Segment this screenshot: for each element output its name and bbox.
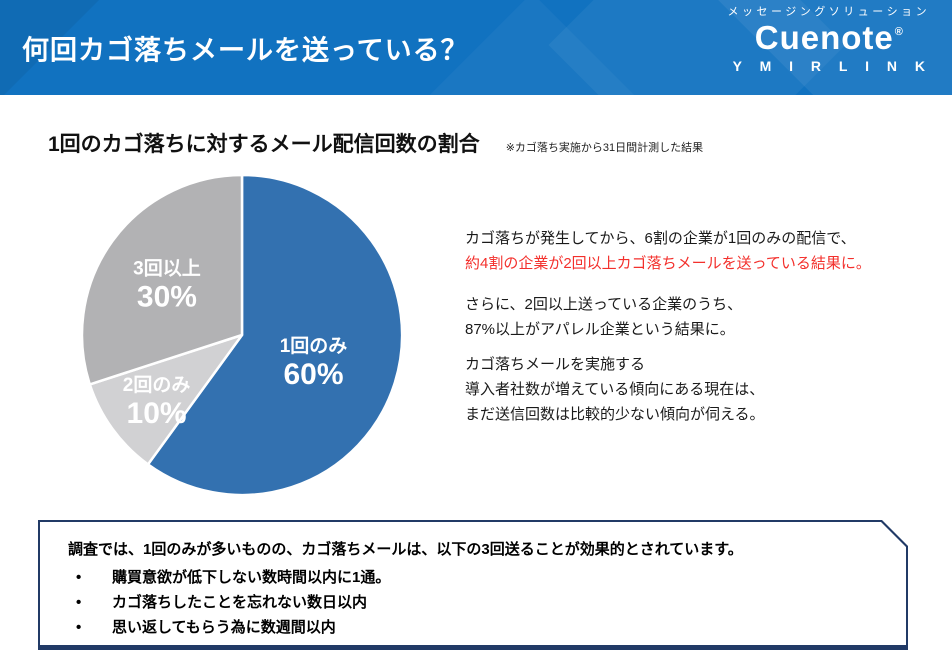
bullet-icon: •: [76, 594, 82, 611]
pie-slice-10%: [88, 333, 244, 466]
pie-slice-value: 30%: [137, 280, 197, 313]
registered-mark-icon: ®: [894, 26, 904, 38]
cuenote-logo: メッセージングソリューション Cuenote® Y M I R L I N K: [726, 6, 932, 74]
logo-tagline: メッセージングソリューション: [727, 6, 931, 18]
callout-bullet-item: • 購買意欲が低下しない数時間以内に1通。: [68, 565, 864, 590]
callout-bullet-item: • カゴ落ちしたことを忘れない数日以内: [68, 590, 864, 615]
callout-fill: [40, 522, 906, 645]
recommendation-callout: 調査では、1回のみが多いものの、カゴ落ちメールは、以下の3回送ることが効果的とさ…: [38, 520, 908, 650]
pie-slice-label: 1回のみ: [280, 335, 348, 357]
commentary-line: 導入者社数が増えている傾向にある現在は、: [465, 381, 765, 398]
callout-bullet-text: 思い返してもらう為に数週間以内: [112, 619, 336, 636]
logo-company: Y M I R L I N K: [732, 58, 932, 74]
commentary-paragraph: さらに、2回以上送っている企業のうち、 87%以上がアパレル企業という結果に。: [465, 292, 945, 342]
bullet-icon: •: [76, 619, 82, 636]
callout-content: 調査では、1回のみが多いものの、カゴ落ちメールは、以下の3回送ることが効果的とさ…: [68, 537, 864, 640]
bullet-icon: •: [76, 569, 82, 586]
pie-slice-label: 2回のみ: [123, 374, 191, 396]
commentary-line: 87%以上がアパレル企業という結果に。: [465, 321, 735, 338]
commentary-paragraph: カゴ落ちが発生してから、6割の企業が1回のみの配信で、 約4割の企業が2回以上カ…: [465, 226, 945, 276]
pie-slice-value: 60%: [283, 358, 343, 391]
callout-bullet-item: • 思い返してもらう為に数週間以内: [68, 615, 864, 640]
commentary-line: まだ送信回数は比較的少ない傾向が伺える。: [465, 406, 765, 423]
callout-title: 調査では、1回のみが多いものの、カゴ落ちメールは、以下の3回送ることが効果的とさ…: [68, 541, 743, 558]
pie-chart-area: 1回のみ 60% 2回のみ 10% 3回以上 30%: [55, 165, 435, 505]
callout-bullet-text: 購買意欲が低下しない数時間以内に1通。: [112, 569, 391, 586]
commentary-line-emphasis: 約4割の企業が2回以上カゴ落ちメールを送っている結果に。: [465, 255, 871, 272]
commentary-paragraph: カゴ落ちメールを実施する 導入者社数が増えている傾向にある現在は、 まだ送信回数…: [465, 352, 945, 427]
pie-slice-value: 10%: [127, 397, 187, 430]
commentary-line: カゴ落ちが発生してから、6割の企業が1回のみの配信で、: [465, 230, 856, 247]
callout-bullet-text: カゴ落ちしたことを忘れない数日以内: [112, 594, 368, 611]
commentary: カゴ落ちが発生してから、6割の企業が1回のみの配信で、 約4割の企業が2回以上カ…: [465, 226, 945, 443]
pie-slice-30%: [80, 173, 244, 386]
section-note: ※カゴ落ち実施から31日間計測した結果: [505, 142, 704, 154]
section-title: 1回のカゴ落ちに対するメール配信回数の割合: [48, 133, 480, 156]
pie-slice-label: 3回以上: [133, 257, 201, 279]
logo-brand: Cuenote®: [726, 21, 932, 54]
logo-brand-text: Cuenote: [754, 19, 894, 56]
page-title: 何回カゴ落ちメールを送っている？: [22, 35, 469, 65]
header-bar: 何回カゴ落ちメールを送っている？ メッセージングソリューション Cuenote®…: [0, 0, 952, 95]
pie-slice-60%: [146, 173, 404, 497]
section-heading: 1回のカゴ落ちに対するメール配信回数の割合 ※カゴ落ち実施から31日間計測した結…: [48, 128, 703, 158]
commentary-line: さらに、2回以上送っている企業のうち、: [465, 296, 743, 313]
commentary-line: カゴ落ちメールを実施する: [465, 356, 646, 373]
